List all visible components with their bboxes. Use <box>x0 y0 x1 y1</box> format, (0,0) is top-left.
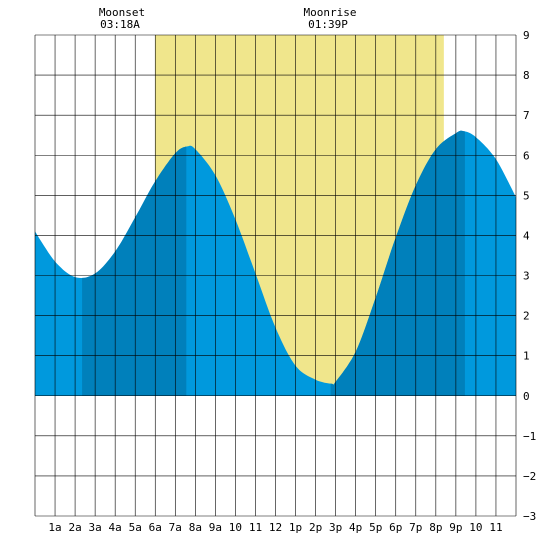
x-tick-label: 2p <box>309 521 322 534</box>
x-tick-label: 1a <box>48 521 61 534</box>
y-tick-label: 8 <box>523 69 530 82</box>
x-tick-label: 11 <box>249 521 262 534</box>
x-tick-label: 10 <box>469 521 482 534</box>
x-tick-label: 8p <box>429 521 442 534</box>
x-tick-label: 2a <box>68 521 81 534</box>
x-tick-label: 7p <box>409 521 422 534</box>
y-tick-label: 7 <box>523 109 530 122</box>
y-tick-label: −1 <box>523 430 536 443</box>
x-tick-label: 5p <box>369 521 382 534</box>
x-tick-label: 4a <box>109 521 122 534</box>
y-tick-label: 3 <box>523 270 530 283</box>
y-tick-label: −3 <box>523 510 536 523</box>
x-tick-label: 3a <box>89 521 102 534</box>
y-tick-label: −2 <box>523 470 536 483</box>
y-tick-label: 0 <box>523 390 530 403</box>
x-tick-label: 10 <box>229 521 242 534</box>
x-tick-label: 3p <box>329 521 342 534</box>
y-tick-label: 5 <box>523 189 530 202</box>
x-tick-label: 7a <box>169 521 182 534</box>
x-tick-label: 12 <box>269 521 282 534</box>
moonrise-time: 01:39P <box>308 18 348 31</box>
moonset-time: 03:18A <box>100 18 140 31</box>
x-tick-label: 6p <box>389 521 402 534</box>
x-tick-label: 4p <box>349 521 362 534</box>
y-tick-label: 6 <box>523 149 530 162</box>
y-tick-label: 4 <box>523 229 530 242</box>
y-tick-label: 2 <box>523 310 530 323</box>
x-tick-label: 5a <box>129 521 142 534</box>
x-tick-label: 1p <box>289 521 302 534</box>
y-tick-label: 9 <box>523 29 530 42</box>
x-tick-label: 8a <box>189 521 202 534</box>
x-tick-label: 11 <box>489 521 502 534</box>
x-tick-label: 9a <box>209 521 222 534</box>
moonset-label: Moonset <box>99 6 145 19</box>
x-tick-label: 9p <box>449 521 462 534</box>
moonrise-label: Moonrise <box>304 6 357 19</box>
x-tick-label: 6a <box>149 521 162 534</box>
y-tick-label: 1 <box>523 350 530 363</box>
